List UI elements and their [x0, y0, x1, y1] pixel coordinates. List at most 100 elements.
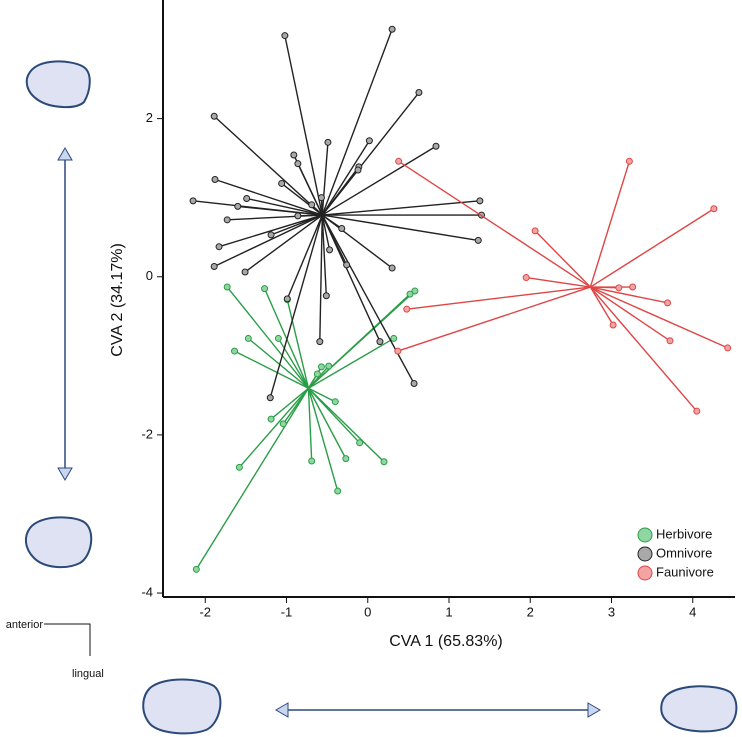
- spoke: [321, 214, 331, 251]
- point: [432, 142, 440, 150]
- spoke: [226, 286, 309, 389]
- point: [215, 243, 223, 251]
- point: [406, 290, 414, 298]
- orientation-guide: [44, 623, 91, 656]
- y-tick-label: 0: [146, 268, 153, 283]
- spoke: [238, 387, 309, 468]
- tooth-outline: [24, 516, 93, 569]
- point: [411, 287, 419, 295]
- point: [281, 32, 289, 40]
- spoke: [321, 145, 437, 216]
- point: [334, 487, 342, 495]
- annotation: lingual: [72, 668, 104, 680]
- spoke: [237, 205, 323, 216]
- point: [629, 283, 637, 291]
- point: [615, 284, 623, 292]
- spoke: [321, 214, 415, 384]
- spoke: [284, 35, 323, 216]
- x-tick-label: 4: [689, 604, 696, 619]
- spoke: [321, 29, 393, 216]
- spoke: [526, 276, 591, 288]
- spoke: [589, 286, 698, 412]
- point: [267, 415, 275, 423]
- point: [244, 334, 252, 342]
- spoke: [270, 387, 309, 420]
- point: [324, 138, 332, 146]
- spoke: [214, 178, 323, 216]
- legend-label: Faunivore: [656, 564, 714, 579]
- point: [354, 166, 362, 174]
- point: [693, 407, 701, 415]
- spoke: [322, 214, 479, 242]
- x-tick-label: 1: [445, 604, 452, 619]
- spoke: [589, 286, 614, 326]
- point: [317, 363, 325, 371]
- point: [403, 305, 411, 313]
- point: [356, 439, 364, 447]
- point: [313, 370, 321, 378]
- spoke: [321, 169, 359, 216]
- point: [410, 380, 418, 388]
- spoke: [307, 387, 347, 459]
- spoke: [246, 197, 323, 216]
- point: [724, 344, 732, 352]
- tooth-outline: [25, 60, 91, 108]
- point: [338, 225, 346, 233]
- point: [331, 398, 339, 406]
- point: [234, 202, 242, 210]
- point: [210, 262, 218, 270]
- spoke: [281, 182, 323, 216]
- point: [241, 268, 249, 276]
- spoke: [321, 215, 328, 296]
- legend-swatch: [637, 527, 653, 543]
- y-tick-label: 2: [146, 110, 153, 125]
- series-2: [394, 157, 732, 415]
- point: [210, 112, 218, 120]
- tooth-outline: [142, 678, 222, 735]
- point: [342, 455, 350, 463]
- x-tick-label: 0: [364, 604, 371, 619]
- spoke: [321, 142, 329, 216]
- point: [243, 194, 251, 202]
- point: [261, 285, 269, 293]
- x-tick-label: -2: [199, 604, 211, 619]
- spoke: [307, 293, 411, 389]
- point: [283, 295, 291, 303]
- point: [325, 362, 333, 370]
- point: [279, 420, 287, 428]
- point: [189, 197, 197, 205]
- spoke: [322, 200, 480, 216]
- point: [267, 231, 275, 239]
- spoke: [308, 337, 395, 389]
- spoke: [247, 337, 309, 389]
- legend-swatch: [637, 546, 653, 562]
- spoke: [321, 140, 370, 216]
- point: [322, 292, 330, 300]
- spoke: [590, 286, 668, 304]
- series-1: [189, 25, 485, 402]
- point: [394, 347, 402, 355]
- spoke: [406, 286, 591, 310]
- point: [395, 157, 403, 165]
- tooth-outline: [660, 685, 738, 733]
- spoke: [297, 163, 323, 216]
- point: [235, 463, 243, 471]
- spoke: [319, 215, 323, 342]
- spoke: [321, 214, 393, 269]
- point: [625, 157, 633, 165]
- point: [316, 338, 324, 346]
- point: [388, 25, 396, 33]
- point: [666, 337, 674, 345]
- spoke: [308, 387, 336, 403]
- spoke: [307, 388, 339, 492]
- point: [317, 194, 325, 202]
- spoke: [321, 214, 381, 342]
- spoke: [297, 214, 323, 217]
- point: [415, 89, 423, 97]
- point: [476, 197, 484, 205]
- spoke: [277, 338, 310, 389]
- spoke: [307, 388, 313, 462]
- point: [531, 227, 539, 235]
- y-axis-title: CVA 2 (34.17%): [109, 243, 126, 357]
- point: [290, 151, 298, 159]
